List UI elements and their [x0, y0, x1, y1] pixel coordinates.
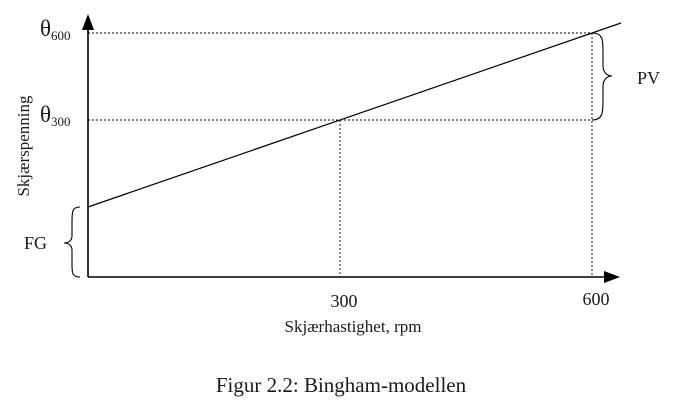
x-axis-arrowhead: [604, 271, 620, 283]
theta600-subscript: 600: [51, 28, 71, 43]
theta300-label: θ300: [40, 102, 71, 129]
fg-brace: [63, 206, 81, 278]
x-tick-600: 600: [583, 289, 610, 309]
x-tick-300: 300: [331, 291, 358, 311]
pv-brace: [591, 32, 613, 121]
fg-label: FG: [24, 233, 47, 253]
theta600-symbol: θ: [40, 16, 51, 41]
theta600-label: θ600: [40, 16, 71, 43]
theta300-symbol: θ: [40, 102, 51, 127]
theta300-subscript: 300: [51, 114, 71, 129]
y-axis-label: Skjærspenning: [14, 95, 33, 197]
bingham-line: [87, 22, 622, 208]
figure-caption: Figur 2.2: Bingham-modellen: [216, 373, 467, 397]
pv-label: PV: [637, 68, 660, 88]
y-axis-arrowhead: [82, 14, 94, 30]
x-axis-label: Skjærhastighet, rpm: [285, 317, 422, 336]
